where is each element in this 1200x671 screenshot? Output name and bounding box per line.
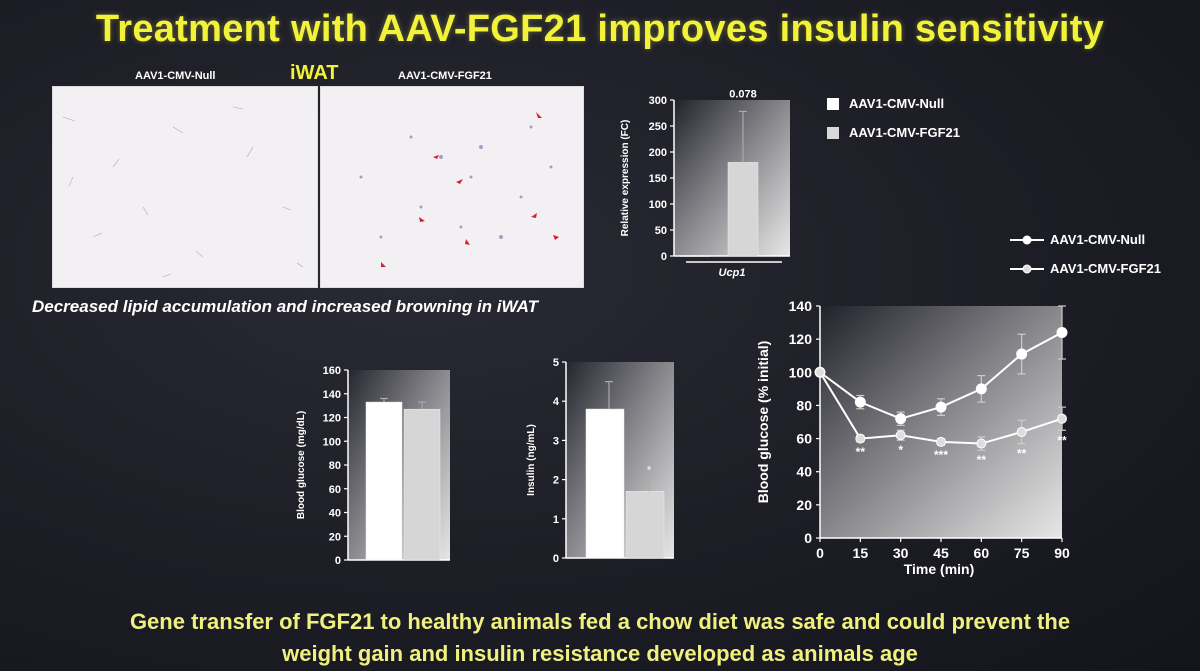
data-point-null bbox=[975, 383, 987, 395]
y-tick-label: 80 bbox=[796, 397, 812, 413]
y-tick-label: 40 bbox=[329, 508, 341, 520]
significance-mark: *** bbox=[934, 448, 948, 462]
bar-null bbox=[365, 401, 403, 561]
y-tick-label: 2 bbox=[553, 475, 559, 487]
data-point-null bbox=[1016, 348, 1028, 360]
legend-label-fgf21: AAV1-CMV-FGF21 bbox=[849, 125, 960, 140]
data-point-fgf21 bbox=[1016, 426, 1027, 437]
significance-mark: ** bbox=[856, 445, 866, 459]
micrograph-null-image bbox=[52, 86, 318, 288]
data-point-fgf21 bbox=[1057, 413, 1067, 424]
y-tick-label: 5 bbox=[553, 357, 559, 369]
legend-top-item-null: AAV1-CMV-Null bbox=[827, 96, 960, 111]
y-axis-label: Relative expression (FC) bbox=[620, 120, 631, 237]
y-tick-label: 0 bbox=[553, 553, 559, 565]
data-point-fgf21 bbox=[815, 367, 825, 378]
y-tick-label: 60 bbox=[796, 431, 812, 447]
legend-top: AAV1-CMV-Null AAV1-CMV-FGF21 bbox=[827, 96, 960, 140]
significance-mark: ** bbox=[1057, 433, 1067, 447]
significance-mark: * bbox=[647, 465, 652, 477]
legend-label-null: AAV1-CMV-Null bbox=[849, 96, 945, 111]
y-tick-label: 140 bbox=[789, 298, 813, 314]
y-tick-label: 200 bbox=[649, 147, 667, 159]
x-tick-label: 90 bbox=[1054, 545, 1070, 561]
y-axis-label: Blood glucose (% initial) bbox=[755, 341, 771, 504]
y-tick-label: 140 bbox=[323, 389, 341, 401]
footer-line-1: Gene transfer of FGF21 to healthy animal… bbox=[129, 609, 1071, 634]
micrograph-caption: Decreased lipid accumulation and increas… bbox=[32, 297, 539, 316]
y-tick-label: 1 bbox=[553, 514, 559, 526]
data-point-null bbox=[935, 401, 947, 413]
data-point-null bbox=[895, 413, 907, 425]
x-tick-label: 75 bbox=[1014, 545, 1030, 561]
y-tick-label: 100 bbox=[649, 199, 667, 211]
y-tick-label: 0 bbox=[661, 251, 667, 263]
legend-line: AAV1-CMV-Null AAV1-CMV-FGF21 bbox=[1010, 232, 1161, 276]
micrograph-fgf21-image bbox=[320, 86, 584, 288]
chart-ucp1-expression: 0 50 100 150 200 250 300 Relative expression (F… bbox=[620, 88, 790, 279]
y-tick-label: 50 bbox=[655, 225, 667, 237]
bar-null bbox=[679, 255, 711, 257]
y-tick-label: 20 bbox=[796, 497, 812, 513]
y-tick-label: 120 bbox=[789, 331, 813, 347]
y-tick-label: 160 bbox=[323, 365, 341, 377]
legend-line-item-fgf21: AAV1-CMV-FGF21 bbox=[1010, 261, 1161, 276]
x-tick-label: 45 bbox=[933, 545, 949, 561]
chart-insulin: 0 1 2 3 4 5 Insulin (ng/mL) * bbox=[526, 357, 674, 565]
plot-background bbox=[820, 306, 1062, 538]
y-tick-label: 0 bbox=[804, 530, 812, 546]
data-point-fgf21 bbox=[936, 436, 946, 447]
chart-blood-glucose: 0 20 40 60 80 100 120 140 160 Blood glucose (mg/d… bbox=[296, 365, 450, 567]
significance-mark: ** bbox=[977, 453, 987, 467]
y-tick-label: 100 bbox=[789, 364, 813, 380]
y-tick-label: 4 bbox=[553, 396, 560, 408]
legend-line-label-fgf21: AAV1-CMV-FGF21 bbox=[1050, 261, 1161, 276]
data-point-null bbox=[1056, 327, 1068, 339]
x-tick-label: 0 bbox=[816, 545, 824, 561]
y-tick-label: 40 bbox=[796, 464, 812, 480]
y-tick-label: 60 bbox=[329, 484, 341, 496]
significance-mark: * bbox=[898, 443, 903, 457]
y-tick-label: 0 bbox=[335, 555, 341, 567]
data-point-fgf21 bbox=[976, 438, 987, 449]
legend-line-label-null: AAV1-CMV-Null bbox=[1050, 232, 1146, 247]
y-tick-label: 150 bbox=[649, 173, 667, 185]
x-tick-label: 60 bbox=[974, 545, 990, 561]
bar-fgf21 bbox=[403, 408, 441, 561]
data-point-null bbox=[854, 396, 866, 408]
y-tick-label: 3 bbox=[553, 435, 559, 447]
significance-mark: ** bbox=[1017, 447, 1027, 461]
legend-swatch-fgf21 bbox=[827, 126, 839, 139]
x-axis-label: Time (min) bbox=[904, 561, 975, 577]
y-axis-label: Blood glucose (mg/dL) bbox=[296, 411, 307, 519]
tissue-label: iWAT bbox=[290, 62, 339, 84]
legend-swatch-null bbox=[827, 97, 839, 110]
y-tick-label: 250 bbox=[649, 121, 667, 133]
data-point-fgf21 bbox=[855, 433, 866, 444]
x-tick-label: 30 bbox=[893, 545, 909, 561]
slide-title: Treatment with AAV-FGF21 improves insuli… bbox=[95, 8, 1105, 50]
bar-fgf21 bbox=[727, 162, 759, 257]
x-category-label: Ucp1 bbox=[719, 267, 746, 279]
micrograph-label-fgf21: AAV1-CMV-FGF21 bbox=[398, 70, 492, 82]
bar-fgf21 bbox=[625, 491, 665, 559]
micrograph-label-null: AAV1-CMV-Null bbox=[135, 70, 216, 82]
y-tick-label: 20 bbox=[329, 531, 341, 543]
chart-insulin-tolerance-test: 0 20 40 60 80 100 120 140 0 15 30 45 60 75 90 Blood glu… bbox=[755, 298, 1070, 577]
y-tick-label: 80 bbox=[329, 460, 341, 472]
y-tick-label: 100 bbox=[323, 436, 341, 448]
y-axis-label: Insulin (ng/mL) bbox=[526, 424, 537, 496]
legend-line-item-null: AAV1-CMV-Null bbox=[1010, 232, 1161, 247]
y-tick-label: 120 bbox=[323, 413, 341, 425]
footer-line-2: weight gain and insulin resistance devel… bbox=[282, 641, 918, 666]
p-value-annotation: 0.078 bbox=[729, 88, 757, 100]
y-tick-label: 300 bbox=[649, 95, 667, 107]
legend-top-item-fgf21: AAV1-CMV-FGF21 bbox=[827, 125, 960, 140]
red-arrow-markers bbox=[381, 112, 559, 267]
bar-null bbox=[585, 408, 625, 559]
data-point-fgf21 bbox=[895, 430, 906, 441]
x-tick-label: 15 bbox=[853, 545, 869, 561]
